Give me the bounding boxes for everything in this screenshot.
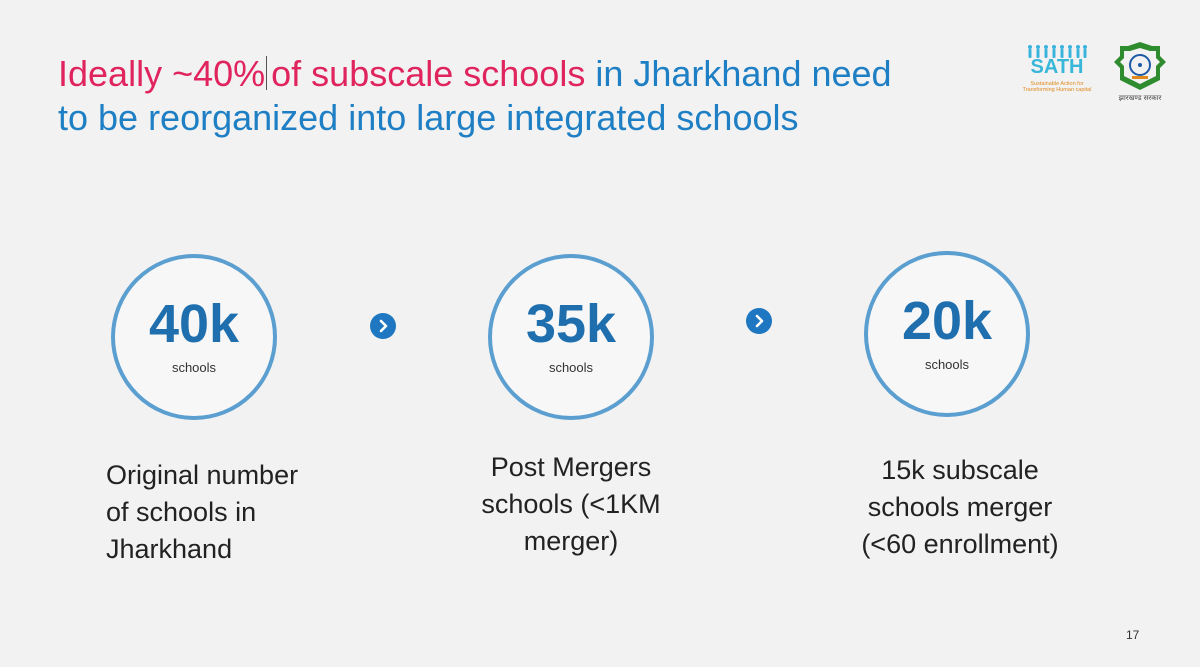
step-circle-subscale-merger: 20k schools (864, 251, 1030, 417)
sath-tagline-line1: Sustainable Action for (1030, 81, 1084, 87)
step-unit: schools (924, 357, 970, 372)
step-description-line: Post Mergers (490, 452, 652, 482)
step-description-line: schools (<1KM (481, 489, 661, 519)
step-circle-post-mergers: 35k schools (488, 254, 654, 420)
title-text-line2: to be reorganized into large integrated … (58, 97, 799, 138)
sath-tagline-line2: Transforming Human capital (1022, 87, 1092, 93)
step-description-subscale-merger: 15k subscale schools merger (<60 enrollm… (820, 452, 1100, 563)
step-number: 40k (148, 294, 240, 354)
chevron-right-icon (370, 313, 396, 339)
step-number: 35k (525, 294, 617, 354)
sath-logo-tagline: Sustainable Action for Transforming Huma… (1012, 81, 1102, 93)
title-text-part3: in Jharkhand need (585, 53, 892, 94)
step-description-line: schools merger (867, 492, 1053, 522)
sath-people-icon (1028, 45, 1087, 58)
slide-title: Ideally ~40% of subscale schools in Jhark… (58, 52, 1018, 140)
step-description-line: merger) (523, 526, 619, 556)
step-circle-original: 40k schools (111, 254, 277, 420)
title-highlight-percent: Ideally ~40% (58, 53, 266, 94)
step-description-line: Original number (106, 460, 299, 490)
step-description-line: 15k subscale (881, 455, 1039, 485)
title-highlight-subscale: of subscale schools (271, 53, 586, 94)
step-description-line: Jharkhand (106, 534, 233, 564)
step-description-post-mergers: Post Mergers schools (<1KM merger) (451, 449, 691, 560)
sath-logo-word: SATH (1030, 56, 1084, 78)
text-cursor (266, 56, 268, 90)
step-number: 20k (901, 291, 993, 351)
step-description-line: of schools in (106, 497, 257, 527)
government-logo-caption: झारखण्ड सरकार (1118, 94, 1162, 102)
step-unit: schools (548, 360, 594, 375)
step-description-line: (<60 enrollment) (861, 529, 1059, 559)
page-number: 17 (1126, 628, 1140, 642)
chevron-right-icon (746, 308, 772, 334)
government-emblem-icon (1114, 42, 1166, 90)
sath-logo: SATH Sustainable Action for Transforming… (1012, 44, 1102, 104)
step-unit: schools (171, 360, 217, 375)
government-logo: झारखण्ड सरकार (1112, 40, 1168, 106)
step-description-original: Original number of schools in Jharkhand (106, 457, 366, 568)
